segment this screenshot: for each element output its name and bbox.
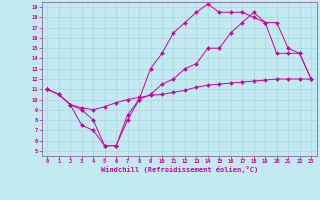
X-axis label: Windchill (Refroidissement éolien,°C): Windchill (Refroidissement éolien,°C)	[100, 166, 258, 173]
